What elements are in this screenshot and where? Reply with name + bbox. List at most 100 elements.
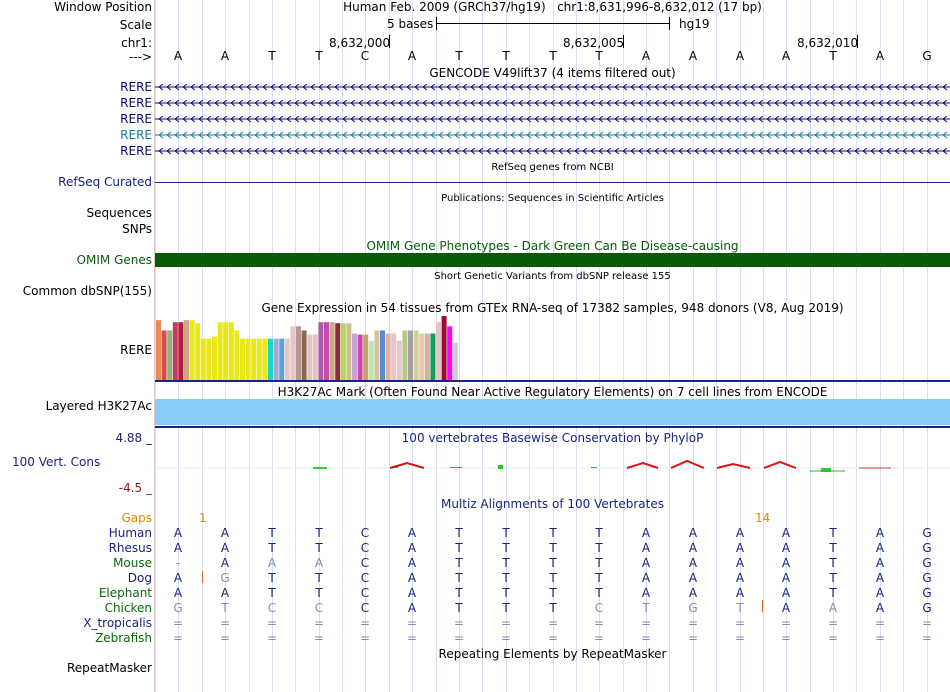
base-letter: A bbox=[173, 49, 183, 63]
gtex-bar[interactable] bbox=[296, 326, 301, 380]
gtex-bar[interactable] bbox=[380, 330, 385, 380]
gtex-bar[interactable] bbox=[290, 326, 296, 380]
gencode-gene-track[interactable] bbox=[155, 112, 950, 126]
alignment-base: C bbox=[360, 571, 370, 585]
genome-browser-track-area[interactable]: Human Feb. 2009 (GRCh37/hg19) chr1:8,631… bbox=[155, 0, 950, 692]
species-label[interactable]: Chicken bbox=[104, 601, 152, 615]
gtex-bar[interactable] bbox=[368, 340, 374, 380]
h3k27ac-label[interactable]: Layered H3K27Ac bbox=[45, 399, 152, 413]
gencode-gene-label[interactable]: RERE bbox=[120, 128, 152, 142]
gtex-bar[interactable] bbox=[419, 333, 425, 380]
alignment-base: = bbox=[266, 616, 278, 630]
species-label[interactable]: Mouse bbox=[113, 556, 152, 570]
gtex-bar[interactable] bbox=[262, 338, 268, 380]
alignment-base: A bbox=[875, 541, 885, 555]
gtex-label[interactable]: RERE bbox=[120, 343, 152, 357]
alignment-base: A bbox=[407, 601, 417, 615]
alignment-base: = bbox=[640, 616, 652, 630]
gtex-bar[interactable] bbox=[240, 338, 245, 380]
gencode-gene-label[interactable]: RERE bbox=[120, 112, 152, 126]
gtex-bar[interactable] bbox=[352, 333, 357, 380]
gtex-bar[interactable] bbox=[178, 322, 184, 380]
gtex-bar[interactable] bbox=[217, 322, 223, 380]
snps-label[interactable]: SNPs bbox=[122, 222, 152, 236]
gtex-bar[interactable] bbox=[279, 338, 285, 380]
gencode-gene-label[interactable]: RERE bbox=[120, 80, 152, 94]
gtex-bar[interactable] bbox=[374, 330, 380, 380]
gtex-bar[interactable] bbox=[391, 333, 397, 380]
gencode-gene-track[interactable] bbox=[155, 96, 950, 110]
gtex-bar[interactable] bbox=[273, 338, 279, 380]
assembly-text: Human Feb. 2009 (GRCh37/hg19) bbox=[343, 0, 546, 14]
gtex-bar[interactable] bbox=[312, 334, 318, 380]
gtex-bar[interactable] bbox=[251, 338, 257, 380]
alignment-base: A bbox=[641, 556, 651, 570]
gtex-bar[interactable] bbox=[346, 323, 352, 380]
gtex-bar[interactable] bbox=[212, 336, 217, 380]
gtex-bar[interactable] bbox=[340, 323, 346, 380]
gtex-bar[interactable] bbox=[452, 342, 458, 380]
phylop-label[interactable]: 100 Vert. Cons bbox=[12, 455, 101, 469]
gtex-bar[interactable] bbox=[335, 323, 341, 380]
gtex-bar[interactable] bbox=[447, 326, 453, 380]
species-label[interactable]: Rhesus bbox=[108, 541, 152, 555]
species-label[interactable]: Elephant bbox=[98, 586, 152, 600]
gtex-bar[interactable] bbox=[167, 330, 173, 380]
gtex-bar[interactable] bbox=[396, 340, 402, 380]
gtex-bar[interactable] bbox=[424, 333, 430, 380]
omim-bar[interactable] bbox=[155, 253, 950, 267]
gencode-gene-label[interactable]: RERE bbox=[120, 144, 152, 158]
gtex-bar[interactable] bbox=[329, 322, 335, 380]
gtex-bar[interactable] bbox=[402, 330, 408, 380]
sequences-label[interactable]: Sequences bbox=[86, 206, 152, 220]
gtex-bar[interactable] bbox=[234, 330, 240, 380]
alignment-base: = bbox=[219, 616, 231, 630]
gtex-bar[interactable] bbox=[441, 316, 447, 380]
gtex-bar[interactable] bbox=[301, 330, 307, 380]
gtex-bar[interactable] bbox=[268, 338, 273, 380]
gencode-gene-track[interactable] bbox=[155, 128, 950, 142]
gtex-bar[interactable] bbox=[172, 322, 178, 380]
gtex-bar[interactable] bbox=[413, 330, 419, 380]
gtex-bar[interactable] bbox=[430, 333, 436, 380]
alignment-base: T bbox=[502, 556, 510, 570]
phylop-signal[interactable] bbox=[155, 455, 950, 480]
gtex-bar[interactable] bbox=[436, 322, 441, 380]
gtex-bar[interactable] bbox=[318, 322, 324, 380]
repeatmasker-label[interactable]: RepeatMasker bbox=[66, 661, 152, 675]
gtex-bar[interactable] bbox=[156, 320, 161, 380]
gtex-bar[interactable] bbox=[161, 330, 167, 380]
gencode-gene-label[interactable]: RERE bbox=[120, 96, 152, 110]
h3k27ac-signal[interactable] bbox=[155, 399, 950, 425]
gtex-bar[interactable] bbox=[385, 333, 391, 380]
gtex-bar[interactable] bbox=[195, 323, 201, 380]
gtex-bar[interactable] bbox=[324, 322, 329, 380]
species-label[interactable]: Human bbox=[108, 526, 152, 540]
omim-label[interactable]: OMIM Genes bbox=[76, 253, 152, 267]
gtex-bar[interactable] bbox=[184, 320, 189, 380]
gtex-bar[interactable] bbox=[206, 338, 212, 380]
gtex-bar[interactable] bbox=[408, 330, 413, 380]
gencode-gene-track[interactable] bbox=[155, 144, 950, 158]
gtex-bar-chart[interactable] bbox=[155, 316, 950, 382]
gtex-bar[interactable] bbox=[284, 338, 290, 380]
alignment-base: T bbox=[502, 601, 510, 615]
gtex-bar[interactable] bbox=[363, 334, 369, 380]
refseq-gene-line[interactable] bbox=[155, 182, 950, 183]
gtex-bar[interactable] bbox=[245, 338, 251, 380]
gtex-bar[interactable] bbox=[256, 338, 262, 380]
gtex-bar[interactable] bbox=[228, 322, 234, 380]
gtex-bar[interactable] bbox=[189, 320, 195, 380]
gtex-bar[interactable] bbox=[200, 338, 206, 380]
gencode-gene-track[interactable] bbox=[155, 80, 950, 94]
species-label[interactable]: X_tropicalis bbox=[83, 616, 152, 630]
gtex-bar[interactable] bbox=[223, 322, 229, 380]
alignment-base: T bbox=[829, 541, 837, 555]
refseq-label[interactable]: RefSeq Curated bbox=[58, 175, 152, 189]
dbsnp-label[interactable]: Common dbSNP(155) bbox=[22, 284, 152, 298]
gtex-bar[interactable] bbox=[307, 334, 313, 380]
species-label[interactable]: Zebrafish bbox=[95, 631, 152, 645]
gtex-bar[interactable] bbox=[357, 334, 363, 380]
species-label[interactable]: Dog bbox=[127, 571, 152, 585]
alignment-base: = bbox=[640, 631, 652, 645]
